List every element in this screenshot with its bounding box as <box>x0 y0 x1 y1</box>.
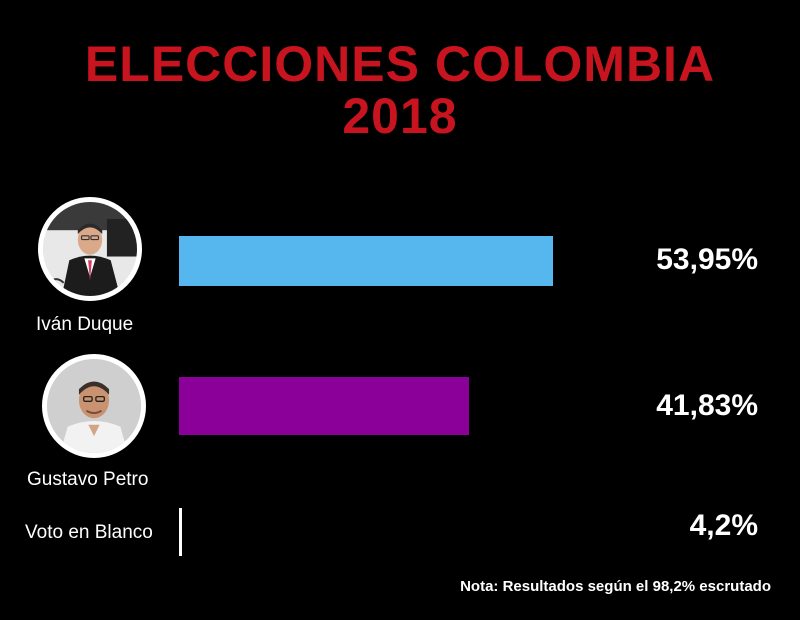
value-label-blank-vote: 4,2% <box>689 509 758 542</box>
bar-duque <box>179 236 553 286</box>
footnote: Nota: Resultados según el 98,2% escrutad… <box>460 578 771 595</box>
petro-name-label: Gustavo Petro <box>27 469 149 490</box>
value-label-duque: 53,95% <box>656 243 758 276</box>
duque-name-label: Iván Duque <box>36 314 134 335</box>
duque-photo-icon <box>38 197 142 301</box>
blank-vote-label: Voto en Blanco <box>25 522 153 543</box>
petro-photo-graphic <box>47 359 141 453</box>
chart-title-line-1: ELECCIONES COLOMBIA <box>84 36 716 92</box>
duque-photo-graphic <box>43 202 137 296</box>
chart-title-line-2: 2018 <box>342 88 458 144</box>
bar-petro <box>179 377 469 435</box>
petro-photo-icon <box>42 354 146 458</box>
bar-blank-vote <box>179 508 182 556</box>
value-label-petro: 41,83% <box>656 389 758 422</box>
chart-title: ELECCIONES COLOMBIA 2018 <box>0 38 800 142</box>
